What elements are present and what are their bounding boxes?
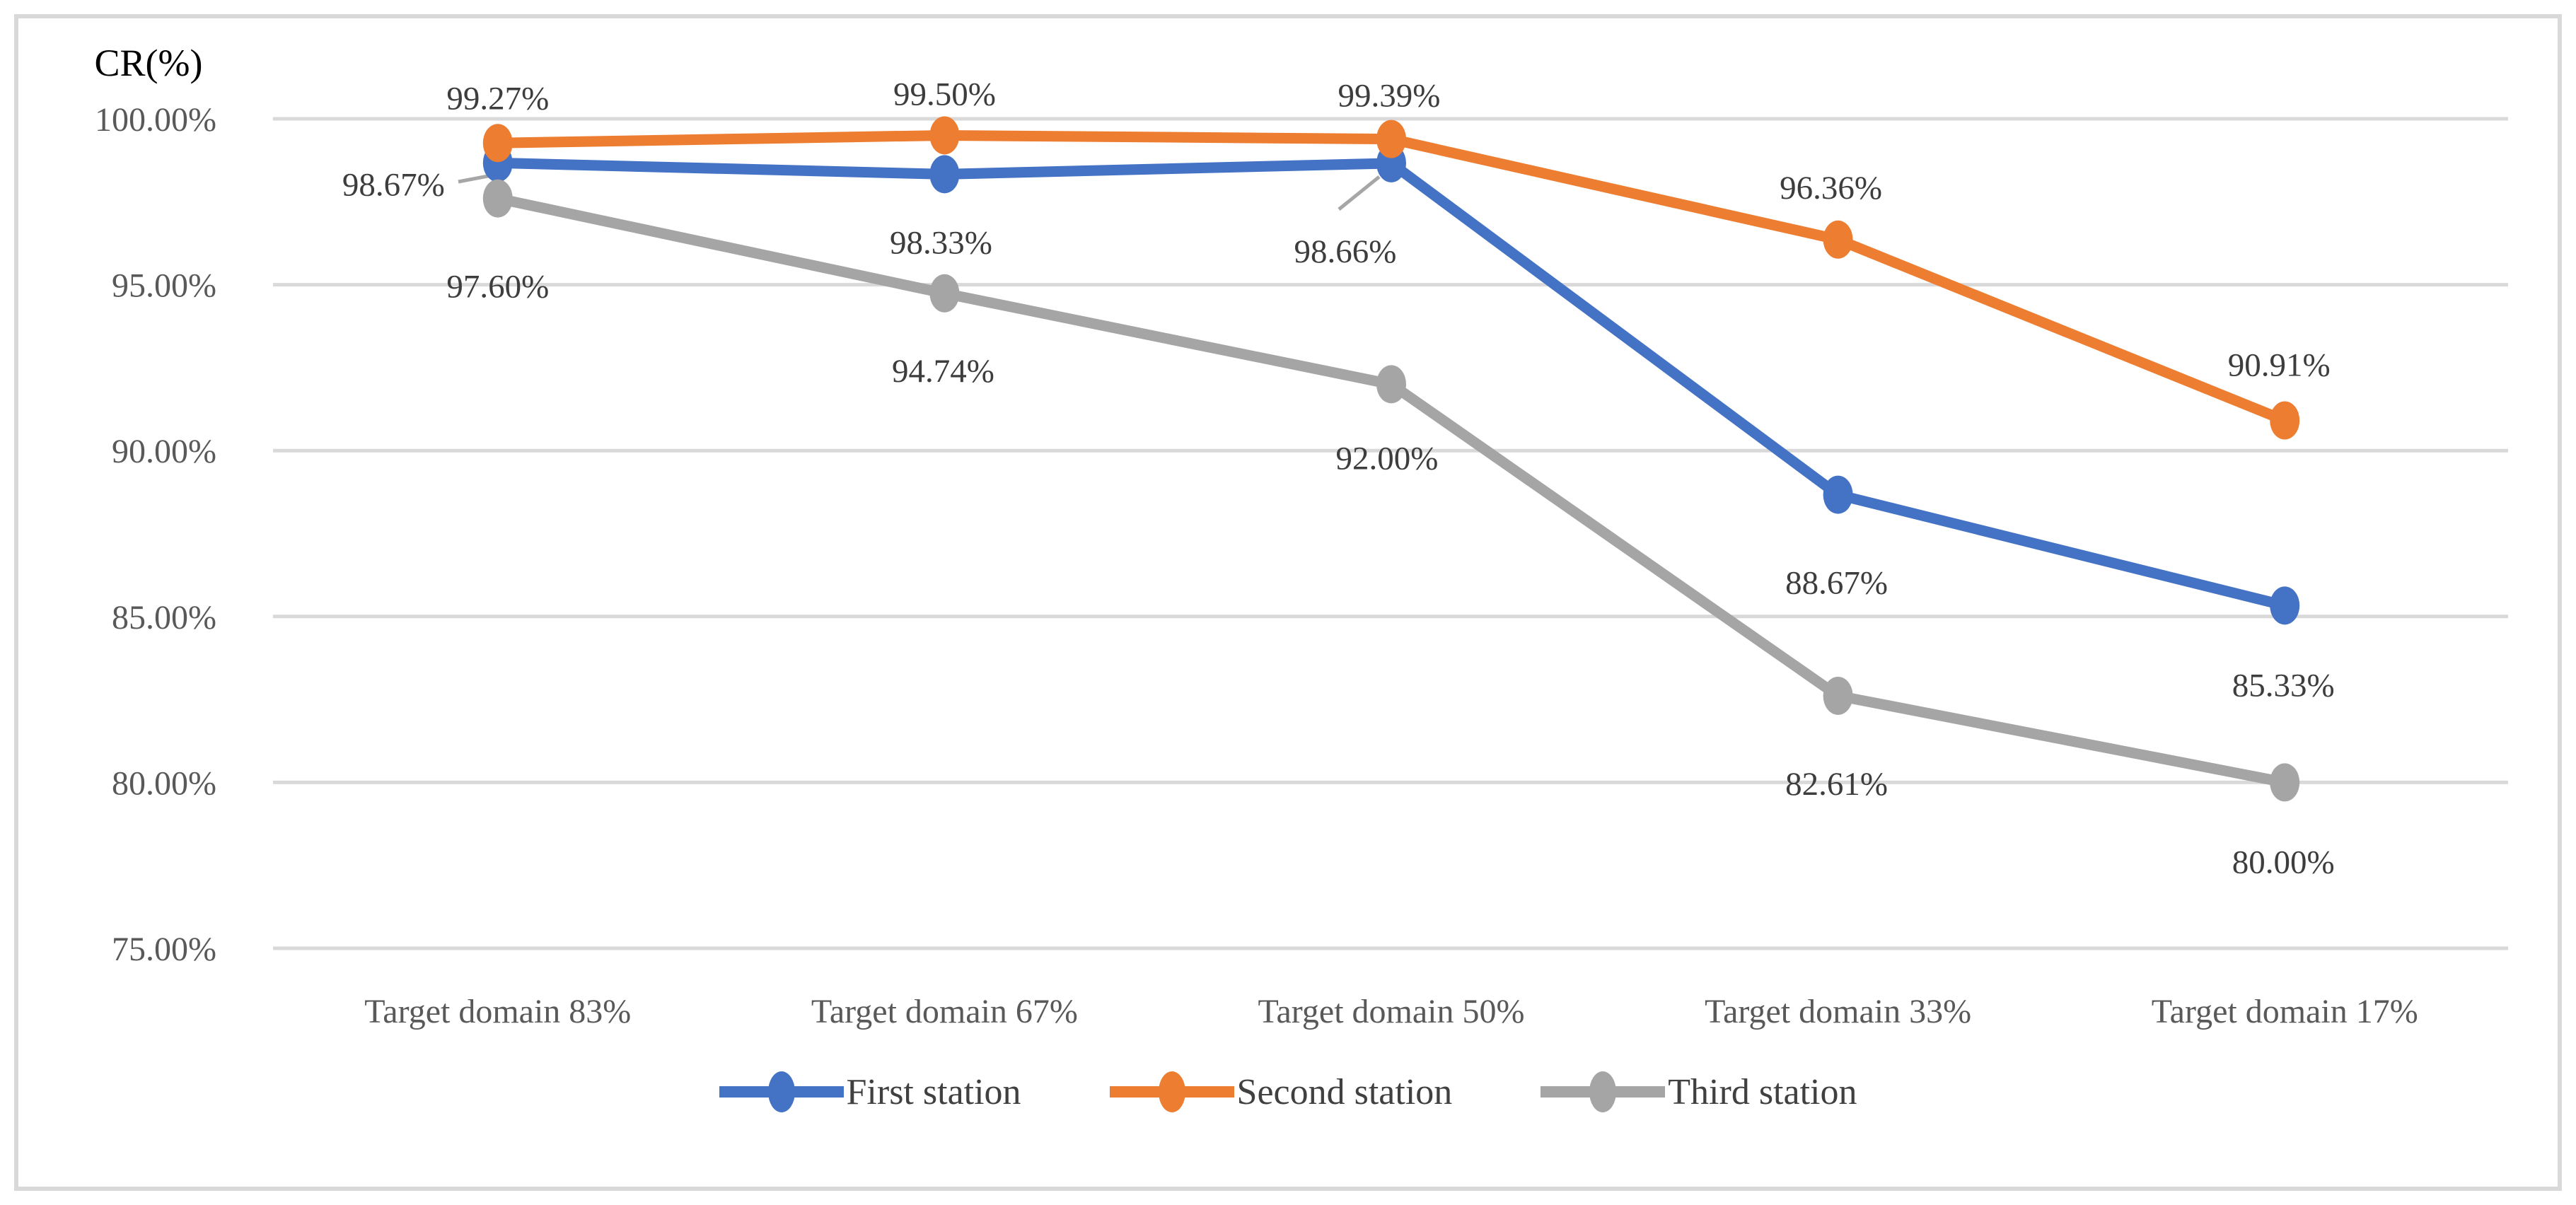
legend-label: First station [846, 1071, 1021, 1112]
data-point-label: 96.36% [1780, 170, 1882, 206]
data-point-marker [1376, 120, 1406, 158]
data-point-label: 80.00% [2232, 844, 2335, 880]
y-tick-label: 100.00% [95, 101, 216, 139]
data-point-label: 88.67% [1785, 565, 1888, 602]
legend-item-first-station: First station [719, 1069, 1021, 1114]
legend-label: Third station [1668, 1071, 1857, 1112]
data-point-marker [482, 179, 513, 218]
data-point-marker [2270, 763, 2300, 802]
data-point-marker [482, 124, 513, 163]
data-point-label: 98.66% [1294, 233, 1397, 270]
x-axis-label: Target domain 67% [811, 993, 1078, 1030]
data-point-label: 94.74% [892, 353, 994, 390]
label-leader-line [1338, 175, 1381, 211]
chart-legend: First station Second station Third station [0, 1069, 2576, 1114]
legend-line-dot-marker [1541, 1069, 1666, 1114]
data-point-label: 90.91% [2228, 347, 2331, 384]
x-axis-label: Target domain 33% [1705, 993, 1971, 1030]
data-point-label: 99.39% [1338, 78, 1441, 115]
data-point-label: 99.27% [446, 80, 549, 117]
x-axis-label: Target domain 83% [364, 993, 631, 1030]
y-tick-label: 85.00% [112, 599, 216, 636]
y-tick-label: 90.00% [112, 433, 216, 470]
label-leader-line [458, 174, 489, 184]
data-point-label: 97.60% [446, 269, 549, 305]
data-point-marker [929, 116, 960, 155]
data-point-label: 92.00% [1336, 440, 1439, 477]
y-tick-label: 80.00% [112, 764, 216, 802]
data-point-marker [1823, 220, 1853, 259]
legend-line-dot-marker [719, 1069, 844, 1114]
data-point-marker [929, 274, 960, 313]
x-axis-label: Target domain 50% [1258, 993, 1525, 1030]
data-point-marker [929, 155, 960, 194]
data-point-label: 98.33% [890, 224, 992, 261]
legend-marker-dot [1158, 1071, 1185, 1112]
legend-item-third-station: Third station [1541, 1069, 1857, 1114]
data-point-marker [1823, 475, 1853, 514]
legend-item-second-station: Second station [1109, 1069, 1453, 1114]
chart-title: CR(%) [94, 42, 203, 84]
y-tick-label: 75.00% [112, 931, 216, 968]
legend-label: Second station [1236, 1071, 1453, 1112]
legend-marker-dot [1589, 1071, 1617, 1112]
data-point-label: 98.67% [342, 166, 445, 203]
data-point-label: 82.61% [1785, 766, 1888, 803]
x-axis-label: Target domain 17% [2152, 993, 2418, 1030]
data-point-marker [2270, 586, 2300, 625]
data-point-marker [1376, 365, 1406, 404]
legend-line-dot-marker [1109, 1069, 1234, 1114]
data-point-marker [2270, 401, 2300, 440]
data-point-marker [1823, 676, 1853, 715]
data-point-label: 99.50% [893, 76, 996, 112]
legend-marker-dot [767, 1071, 795, 1112]
y-tick-label: 95.00% [112, 267, 216, 305]
data-point-label: 85.33% [2232, 667, 2335, 704]
